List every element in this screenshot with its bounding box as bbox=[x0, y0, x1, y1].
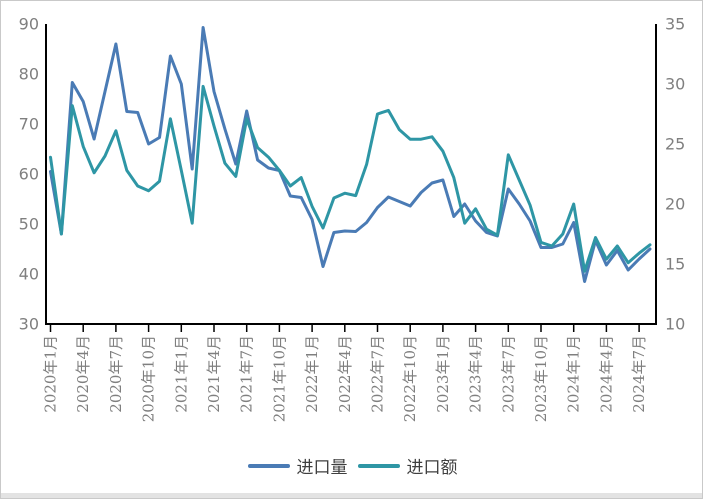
x-axis-tick-label: 2020年7月 bbox=[107, 335, 125, 413]
x-axis-tick-label: 2024年7月 bbox=[630, 335, 648, 413]
left-axis-tick-label: 80 bbox=[19, 65, 39, 84]
x-axis-tick-label: 2022年4月 bbox=[336, 335, 354, 413]
left-axis-tick-label: 90 bbox=[19, 15, 39, 34]
x-axis-tick-label: 2021年4月 bbox=[205, 335, 223, 413]
legend-label-import-volume: 进口量 bbox=[296, 458, 348, 478]
legend-item-import-volume: 进口量 bbox=[247, 453, 348, 478]
x-axis-tick-label: 2023年4月 bbox=[467, 335, 485, 413]
right-axis-tick-label: 15 bbox=[665, 255, 685, 274]
legend-item-import-value: 进口额 bbox=[357, 453, 458, 478]
x-axis-tick-label: 2023年1月 bbox=[434, 335, 452, 413]
right-axis-tick-label: 10 bbox=[665, 315, 685, 334]
right-axis-tick-label: 35 bbox=[665, 15, 685, 34]
x-axis-tick-label: 2021年7月 bbox=[238, 335, 256, 413]
x-axis-tick-label: 2020年1月 bbox=[42, 335, 60, 413]
x-axis-tick-label: 2022年7月 bbox=[369, 335, 387, 413]
x-axis-tick-label: 2020年10月 bbox=[140, 335, 158, 422]
left-axis-tick-label: 30 bbox=[19, 315, 39, 334]
x-axis-tick-label: 2021年10月 bbox=[270, 335, 288, 422]
left-axis-tick-label: 40 bbox=[19, 265, 39, 284]
import-value-line bbox=[49, 84, 652, 273]
legend-label-import-value: 进口额 bbox=[406, 458, 458, 478]
bottom-edge-strip bbox=[1, 493, 702, 498]
right-axis-tick-label: 25 bbox=[665, 135, 685, 154]
import-volume-line bbox=[49, 26, 652, 283]
right-axis-tick-label: 30 bbox=[665, 75, 685, 94]
x-axis-tick-label: 2024年4月 bbox=[597, 335, 615, 413]
x-axis-tick-label: 2022年10月 bbox=[401, 335, 419, 422]
import-volume-line-swatch bbox=[247, 463, 290, 468]
import-value-line-swatch bbox=[357, 463, 400, 468]
x-axis-tick-label: 2022年1月 bbox=[303, 335, 321, 413]
x-axis-tick-label: 2020年4月 bbox=[74, 335, 92, 413]
x-axis-tick-label: 2024年1月 bbox=[565, 335, 583, 413]
left-axis-tick-label: 70 bbox=[19, 115, 39, 134]
x-axis-tick-label: 2021年1月 bbox=[172, 335, 190, 413]
chart-legend: 进口量 进口额 bbox=[1, 453, 702, 478]
left-axis-tick-label: 60 bbox=[19, 165, 39, 184]
x-axis-tick-label: 2023年10月 bbox=[532, 335, 550, 422]
right-axis-tick-label: 20 bbox=[665, 195, 685, 214]
x-axis-tick-label: 2023年7月 bbox=[499, 335, 517, 413]
left-axis-tick-label: 50 bbox=[19, 215, 39, 234]
